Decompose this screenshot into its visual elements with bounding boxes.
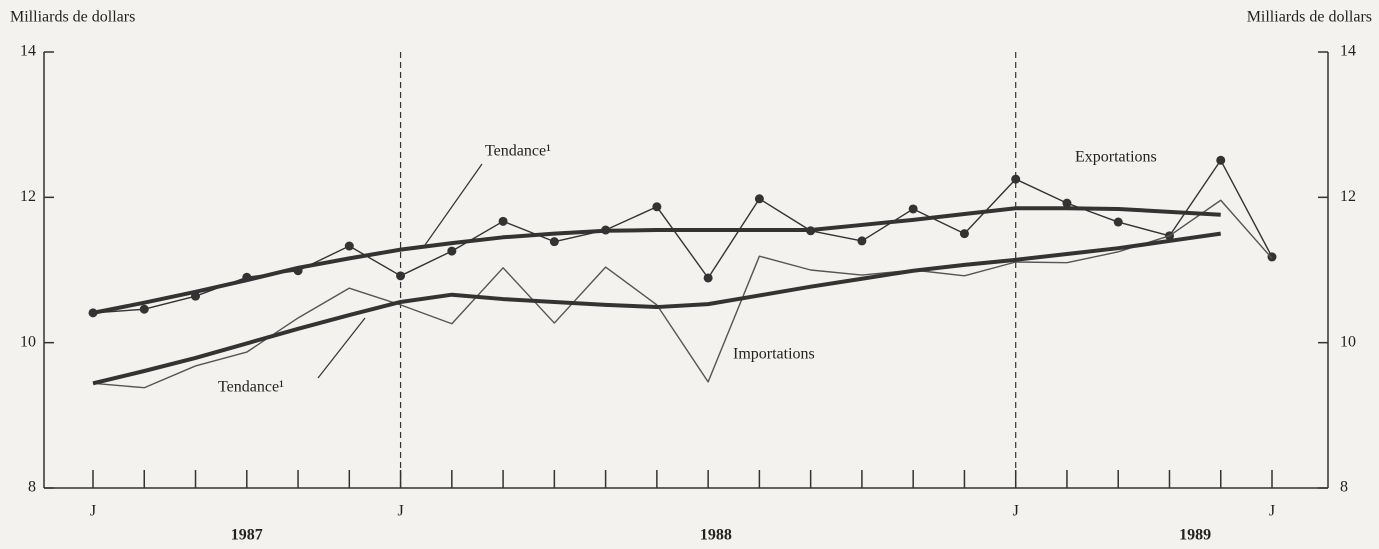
data-point (549, 237, 559, 247)
data-point (1062, 198, 1072, 208)
y-axis-label: Milliards de dollars (10, 9, 135, 26)
annotation-arrow (317, 317, 366, 379)
x-tick-label: J (1013, 503, 1019, 520)
data-point (447, 246, 457, 256)
series-label: Tendance¹ (485, 143, 551, 160)
data-point (1267, 252, 1277, 262)
y2-axis-label: Milliards de dollars (1247, 9, 1372, 26)
trend-line (92, 206, 1221, 315)
data-point (344, 241, 354, 251)
series-line (92, 199, 1273, 389)
data-point (139, 304, 149, 314)
data-point (1113, 217, 1123, 227)
year-label: 1989 (1179, 527, 1211, 544)
data-point (498, 216, 508, 226)
data-point (1011, 174, 1021, 184)
data-point (396, 271, 406, 281)
y2-tick-label: 10 (1340, 333, 1356, 350)
series-label: Tendance¹ (218, 379, 284, 396)
data-point (652, 202, 662, 212)
y-tick-label: 14 (20, 43, 36, 60)
series-label: Importations (733, 346, 815, 363)
data-point (959, 229, 969, 239)
series-line (92, 159, 1273, 314)
x-tick-label: J (90, 503, 96, 520)
series-label: Exportations (1075, 149, 1157, 166)
y-tick-label: 12 (20, 188, 36, 205)
trend-line (92, 231, 1222, 386)
x-tick-label: J (1269, 503, 1275, 520)
y2-tick-label: 14 (1340, 43, 1356, 60)
data-point (857, 236, 867, 246)
data-point (703, 273, 713, 283)
data-point (1216, 155, 1226, 165)
data-point (908, 204, 918, 214)
x-tick-label: J (397, 503, 403, 520)
y-tick-label: 10 (20, 333, 36, 350)
year-label: 1987 (231, 527, 263, 544)
annotation-arrow (424, 163, 483, 246)
y2-tick-label: 8 (1340, 479, 1348, 496)
year-label: 1988 (700, 527, 732, 544)
y2-tick-label: 12 (1340, 188, 1356, 205)
data-point (754, 194, 764, 204)
y-tick-label: 8 (28, 479, 36, 496)
